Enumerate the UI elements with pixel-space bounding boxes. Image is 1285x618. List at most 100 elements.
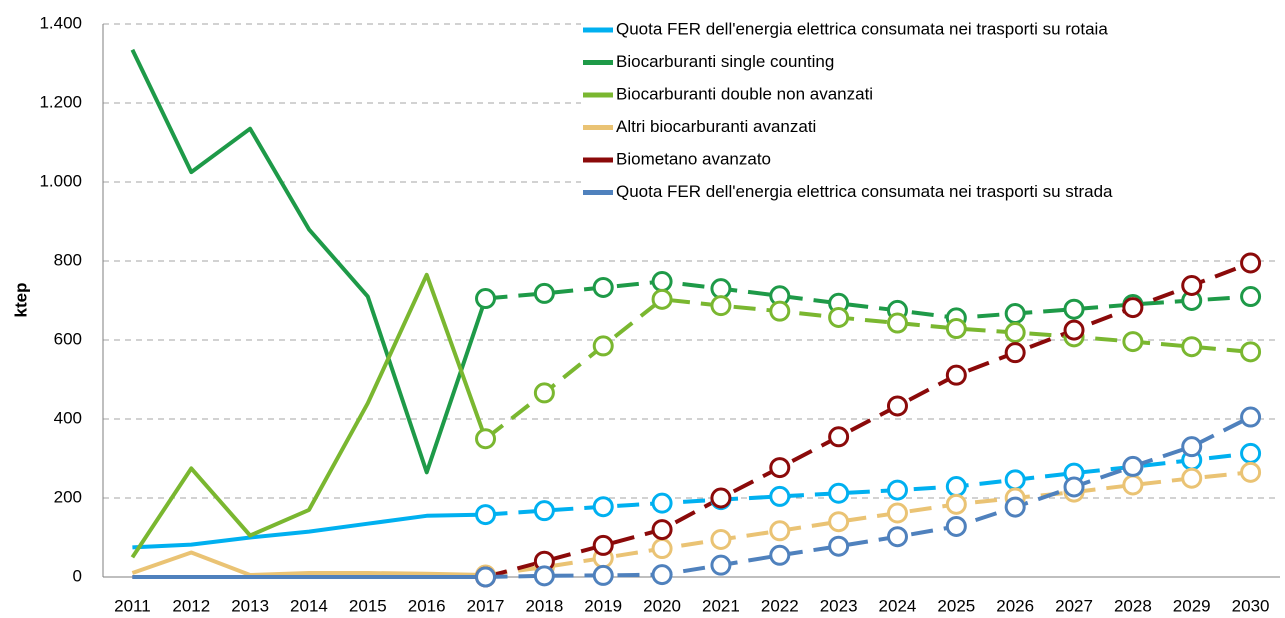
- data-point: [592, 534, 614, 556]
- data-point: [1240, 341, 1262, 363]
- x-tick-label: 2024: [879, 596, 917, 615]
- x-tick-label: 2017: [467, 596, 505, 615]
- data-point: [945, 364, 967, 386]
- x-tick-label: 2027: [1055, 596, 1093, 615]
- legend-background: [581, 179, 1281, 206]
- data-point: [828, 511, 850, 533]
- data-point: [475, 428, 497, 450]
- y-tick-label: 1.200: [39, 92, 82, 111]
- x-tick-label: 2026: [996, 596, 1034, 615]
- x-tick-label: 2022: [761, 596, 799, 615]
- data-point: [651, 538, 673, 560]
- data-point: [945, 476, 967, 498]
- data-point: [592, 335, 614, 357]
- data-point: [475, 288, 497, 310]
- data-point: [710, 528, 732, 550]
- data-point: [710, 295, 732, 317]
- legend-background: [581, 147, 1281, 173]
- y-tick-label: 0: [73, 566, 82, 585]
- data-point: [1122, 331, 1144, 353]
- data-point: [886, 502, 908, 524]
- data-point: [769, 544, 791, 566]
- data-point: [828, 306, 850, 328]
- y-tick-label: 400: [54, 408, 82, 427]
- x-tick-label: 2014: [290, 596, 328, 615]
- x-tick-label: 2018: [525, 596, 563, 615]
- data-point: [710, 487, 732, 509]
- data-point: [533, 500, 555, 522]
- legend-background: [581, 114, 1281, 141]
- legend-label: Altri biocarburanti avanzati: [616, 117, 816, 136]
- data-point: [651, 492, 673, 514]
- data-point: [886, 526, 908, 548]
- data-point: [1004, 496, 1026, 518]
- y-tick-label: 800: [54, 250, 82, 269]
- data-point: [828, 482, 850, 504]
- data-point: [769, 457, 791, 479]
- data-point: [1181, 436, 1203, 458]
- data-point: [945, 515, 967, 537]
- data-point: [1240, 252, 1262, 274]
- data-point: [651, 288, 673, 310]
- y-tick-label: 1.000: [39, 171, 82, 190]
- data-point: [945, 493, 967, 515]
- data-point: [592, 276, 614, 298]
- series-line-forecast: [484, 297, 1251, 441]
- x-tick-label: 2030: [1232, 596, 1270, 615]
- x-tick-label: 2013: [231, 596, 269, 615]
- legend-background: [581, 17, 1281, 43]
- data-point: [533, 565, 555, 587]
- data-point: [1004, 321, 1026, 343]
- series-line: [131, 550, 486, 577]
- x-tick-label: 2019: [584, 596, 622, 615]
- x-tick-label: 2025: [937, 596, 975, 615]
- data-point: [769, 300, 791, 322]
- legend-label: Biocarburanti single counting: [616, 52, 834, 71]
- data-point: [1004, 469, 1026, 491]
- data-point: [1122, 297, 1144, 319]
- series-line: [130, 272, 488, 559]
- x-tick-label: 2028: [1114, 596, 1152, 615]
- data-point: [886, 312, 908, 334]
- data-point: [592, 496, 614, 518]
- legend-background: [581, 82, 1281, 108]
- data-point: [1181, 274, 1203, 296]
- data-point: [1004, 303, 1026, 325]
- x-tick-label: 2016: [408, 596, 446, 615]
- data-point: [651, 271, 673, 293]
- data-point: [533, 282, 555, 304]
- x-tick-label: 2011: [114, 596, 151, 615]
- x-tick-label: 2023: [820, 596, 858, 615]
- series-line: [132, 512, 486, 550]
- x-tick-label: 2015: [349, 596, 387, 615]
- data-point: [1181, 467, 1203, 489]
- x-tick-label: 2012: [172, 596, 210, 615]
- data-point: [1063, 476, 1085, 498]
- data-point: [1181, 336, 1203, 358]
- legend-label: Quota FER dell'energia elettrica consuma…: [616, 182, 1113, 201]
- series-line: [130, 48, 488, 475]
- data-point: [945, 318, 967, 340]
- data-point: [1240, 406, 1262, 428]
- data-point: [651, 519, 673, 541]
- x-tick-label: 2029: [1173, 596, 1211, 615]
- data-point: [1240, 442, 1262, 464]
- data-point: [886, 479, 908, 501]
- data-point: [828, 535, 850, 557]
- data-point: [710, 278, 732, 300]
- data-point: [1063, 319, 1085, 341]
- data-point: [1240, 461, 1262, 483]
- data-point: [651, 564, 673, 586]
- data-point: [533, 382, 555, 404]
- data-point: [1004, 342, 1026, 364]
- y-tick-label: 1.400: [39, 13, 82, 32]
- data-point: [1122, 455, 1144, 477]
- y-tick-label: 600: [54, 329, 82, 348]
- data-point: [1063, 298, 1085, 320]
- legend-label: Biocarburanti double non avanzati: [616, 84, 873, 103]
- data-point: [1122, 474, 1144, 496]
- data-point: [1240, 286, 1262, 308]
- data-point: [828, 426, 850, 448]
